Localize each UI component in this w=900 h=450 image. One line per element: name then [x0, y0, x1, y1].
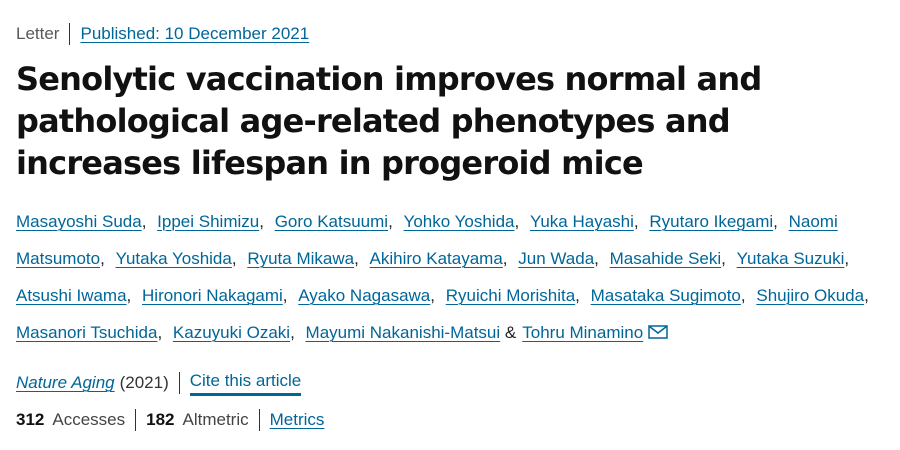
article-metrics: 312 Accesses 182 Altmetric Metrics	[16, 407, 324, 433]
author-separator: ,	[844, 249, 850, 268]
author-link[interactable]: Ayako Nagasawa	[298, 286, 431, 305]
divider	[135, 409, 137, 431]
author-item: Mayumi Nakanishi-Matsui	[306, 323, 505, 342]
journal-link[interactable]: Nature Aging	[16, 373, 115, 392]
author-separator: ,	[231, 249, 237, 268]
author-item: Masataka Sugimoto,	[591, 286, 752, 305]
author-separator: ,	[126, 286, 132, 305]
author-separator: ,	[100, 249, 105, 268]
author-link[interactable]: Ryutaro Ikegami	[649, 212, 774, 231]
publication-year: (2021)	[119, 373, 169, 392]
author-item: Naomi Matsumoto,	[16, 212, 838, 268]
divider	[258, 409, 260, 431]
author-item: & Tohru Minamino	[505, 323, 668, 342]
author-item: Kazuyuki Ozaki,	[173, 323, 301, 342]
author-separator: ,	[502, 249, 508, 268]
author-link[interactable]: Shujiro Okuda	[756, 286, 865, 305]
author-separator: ,	[354, 249, 359, 268]
accesses-count: 312	[16, 410, 45, 429]
author-link[interactable]: Tohru Minamino	[522, 323, 644, 342]
author-link[interactable]: Mayumi Nakanishi-Matsui	[305, 323, 501, 342]
author-separator: ,	[594, 249, 599, 268]
author-item: Hironori Nakagami,	[142, 286, 294, 305]
author-item: Shujiro Okuda,	[756, 286, 874, 305]
author-item: Goro Katsuumi,	[275, 212, 399, 231]
author-link[interactable]: Yohko Yoshida	[403, 212, 515, 231]
author-link[interactable]: Kazuyuki Ozaki	[172, 323, 291, 342]
author-separator: ,	[633, 212, 639, 231]
author-item: Akihiro Katayama,	[370, 249, 514, 268]
author-link[interactable]: Hironori Nakagami	[142, 286, 283, 305]
author-link[interactable]: Ryuichi Morishita	[445, 286, 576, 305]
author-separator: ,	[290, 323, 295, 342]
author-separator: ,	[575, 286, 580, 305]
author-link[interactable]: Ippei Shimizu	[157, 212, 260, 231]
author-separator: ,	[141, 212, 147, 231]
author-link[interactable]: Ryuta Mikawa	[247, 249, 355, 268]
article-type: Letter	[16, 24, 60, 43]
metrics-link[interactable]: Metrics	[269, 410, 325, 429]
author-separator: ,	[259, 212, 264, 231]
journal-info: Nature Aging (2021) Cite this article	[16, 370, 302, 396]
author-separator: ,	[388, 212, 393, 231]
author-item: Ryuta Mikawa,	[247, 249, 365, 268]
author-item: Ryuichi Morishita,	[446, 286, 586, 305]
accesses-label: Accesses	[52, 410, 126, 429]
author-link[interactable]: Yuka Hayashi	[529, 212, 634, 231]
author-link[interactable]: Yutaka Yoshida	[115, 249, 232, 268]
author-item: Yohko Yoshida,	[404, 212, 526, 231]
author-link[interactable]: Goro Katsuumi	[274, 212, 389, 231]
divider	[69, 23, 71, 45]
author-separator: ,	[864, 286, 869, 305]
author-link[interactable]: Akihiro Katayama	[369, 249, 503, 268]
author-link[interactable]: Atsushi Iwama	[16, 286, 127, 305]
author-separator: ,	[514, 212, 520, 231]
author-item: Jun Wada,	[518, 249, 605, 268]
author-link[interactable]: Jun Wada	[518, 249, 595, 268]
published-date-link[interactable]: Published: 10 December 2021	[80, 24, 310, 43]
author-item: Masayoshi Suda,	[16, 212, 152, 231]
author-item: Ippei Shimizu,	[157, 212, 270, 231]
author-link[interactable]: Masayoshi Suda	[16, 212, 142, 231]
author-separator: ,	[721, 249, 726, 268]
author-link[interactable]: Masahide Seki	[609, 249, 722, 268]
author-list: Masayoshi Suda, Ippei Shimizu, Goro Kats…	[16, 203, 886, 352]
author-item: Masanori Tsuchida,	[16, 323, 168, 342]
author-separator: ,	[773, 212, 778, 231]
author-item: Atsushi Iwama,	[16, 286, 137, 305]
envelope-icon[interactable]	[648, 315, 668, 352]
author-item: Yuka Hayashi,	[530, 212, 645, 231]
author-item: Ryutaro Ikegami,	[649, 212, 784, 231]
author-link[interactable]: Yutaka Suzuki	[736, 249, 845, 268]
author-separator: ,	[157, 323, 163, 342]
altmetric-label: Altmetric	[182, 410, 249, 429]
author-link[interactable]: Masanori Tsuchida	[16, 323, 158, 342]
article-title: Senolytic vaccination improves normal an…	[16, 60, 762, 182]
author-separator: ,	[740, 286, 746, 305]
author-separator: ,	[430, 286, 435, 305]
author-item: Yutaka Suzuki,	[737, 249, 855, 268]
author-separator: ,	[282, 286, 288, 305]
author-item: Ayako Nagasawa,	[298, 286, 441, 305]
divider	[178, 372, 180, 394]
author-link[interactable]: Masataka Sugimoto	[590, 286, 741, 305]
cite-this-article-link[interactable]: Cite this article	[189, 371, 302, 396]
altmetric-count: 182	[146, 410, 175, 429]
author-item: Masahide Seki,	[610, 249, 732, 268]
author-item: Yutaka Yoshida,	[116, 249, 243, 268]
article-meta: Letter Published: 10 December 2021	[16, 22, 309, 46]
author-final-separator: &	[504, 323, 517, 342]
author-link[interactable]: Naomi Matsumoto	[16, 212, 838, 268]
